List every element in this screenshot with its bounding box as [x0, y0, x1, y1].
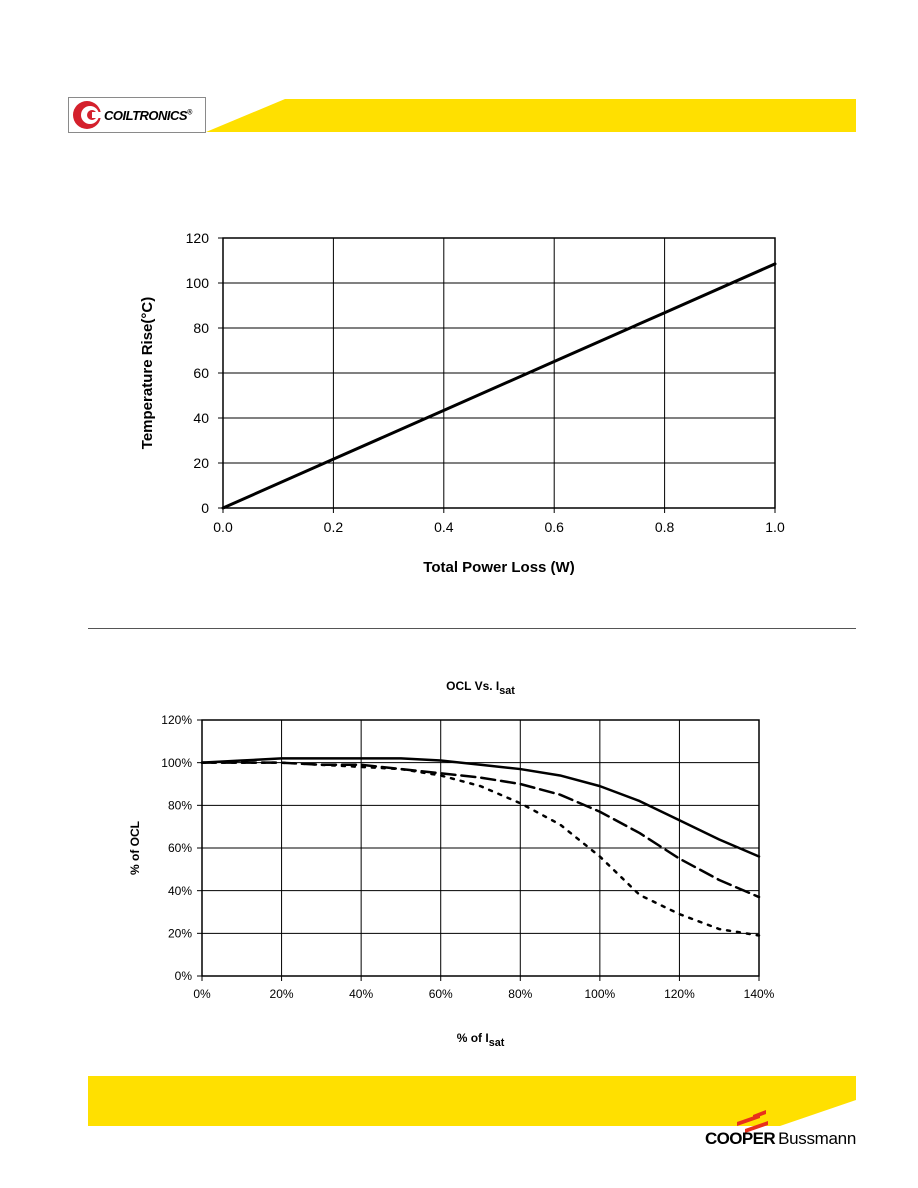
- chart-title: OCL Vs. Isat: [446, 679, 515, 697]
- x-tick-label: 1.0: [765, 519, 785, 535]
- x-tick-label: 0.0: [213, 519, 233, 535]
- x-tick-label: 140%: [744, 987, 775, 1001]
- x-tick-label: 80%: [508, 987, 532, 1001]
- series-line-2: [200, 761, 761, 899]
- x-tick-label: 0.2: [324, 519, 344, 535]
- y-tick-label: 60%: [168, 841, 192, 855]
- x-tick-label: 120%: [664, 987, 695, 1001]
- x-axis-label: % of Isat: [457, 1031, 505, 1049]
- y-tick-label: 80%: [168, 799, 192, 813]
- y-tick-label: 100: [186, 275, 210, 291]
- x-tick-label: 0.4: [434, 519, 454, 535]
- x-tick-label: 20%: [270, 987, 294, 1001]
- plot-frame: [201, 719, 760, 977]
- brand-light: Bussmann: [778, 1129, 856, 1148]
- x-tick-label: 60%: [429, 987, 453, 1001]
- y-axis-label: % of OCL: [128, 821, 142, 875]
- temperature-rise-chart: 0.0 0.2 0.4 0.6 0.8 1.0 0 20 40 60 80 100 120 Total P…: [139, 230, 785, 576]
- coiltronics-wordmark: COILTRONICS®: [104, 108, 192, 123]
- y-tick-label: 0%: [175, 969, 193, 983]
- y-tick-label: 120%: [161, 713, 192, 727]
- footer-yellow-band: [88, 1076, 856, 1126]
- y-tick-label: 100%: [161, 756, 192, 770]
- y-tick-label: 120: [186, 230, 210, 246]
- ocl-vs-isat-chart: 0% 20% 40% 60% 80% 100% 120% 140% 0% 20% 40% 60% 80%…: [128, 679, 775, 1049]
- y-tick-label: 0: [201, 500, 209, 516]
- y-tick-label: 20: [193, 455, 209, 471]
- y-tick-label: 80: [193, 320, 209, 336]
- series-line-1: [221, 262, 777, 510]
- cooper-bussmann-logo: COOPER Bussmann: [705, 1129, 856, 1149]
- header-yellow-band: [206, 99, 856, 132]
- y-tick-label: 40: [193, 410, 209, 426]
- x-tick-label: 100%: [585, 987, 616, 1001]
- section-divider: [88, 628, 856, 629]
- y-axis-label: Temperature Rise(°C): [139, 297, 156, 449]
- y-tick-label: 20%: [168, 927, 192, 941]
- x-tick-label: 0.8: [655, 519, 675, 535]
- x-tick-label: 0.6: [544, 519, 564, 535]
- y-tick-label: 60: [193, 365, 209, 381]
- series-line-1: [200, 757, 761, 858]
- x-tick-label: 40%: [349, 987, 373, 1001]
- coiltronics-logo-icon: [73, 101, 106, 129]
- plot-frame: [222, 237, 776, 509]
- series-line-3: [200, 761, 761, 937]
- cooper-bussmann-mark-icon: [737, 1110, 768, 1133]
- x-tick-label: 0%: [193, 987, 211, 1001]
- y-tick-label: 40%: [168, 884, 192, 898]
- x-axis-label: Total Power Loss (W): [423, 559, 574, 576]
- brand-bold: COOPER: [705, 1129, 776, 1148]
